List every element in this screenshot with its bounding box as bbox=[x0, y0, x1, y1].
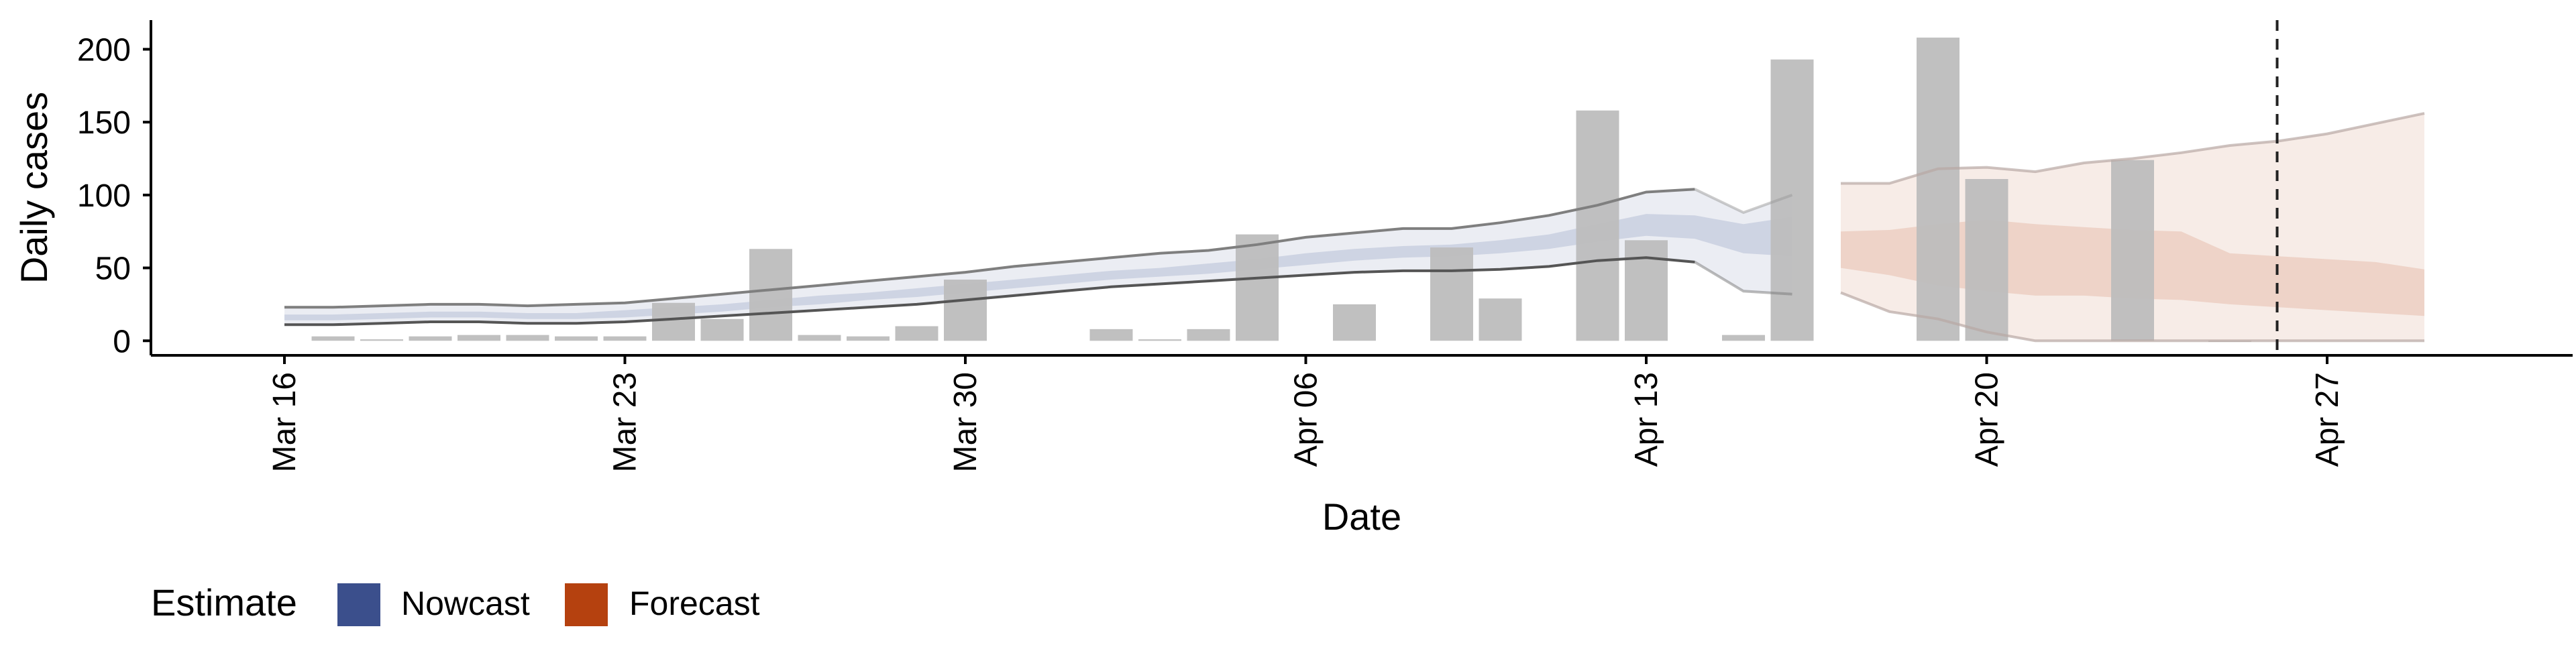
y-tick-label-100: 100 bbox=[77, 178, 131, 214]
y-axis-title: Daily cases bbox=[13, 92, 55, 284]
bar-2020-04-04 bbox=[1187, 329, 1230, 341]
legend-label-nowcast: Nowcast bbox=[401, 585, 530, 622]
bar-2020-03-17 bbox=[311, 336, 355, 341]
bar-2020-04-23 bbox=[2111, 160, 2154, 341]
x-tick-label-2: Mar 30 bbox=[948, 372, 983, 472]
legend-swatch-nowcast bbox=[337, 583, 380, 626]
bar-2020-03-18 bbox=[360, 339, 403, 341]
y-ticks: 0 50 100 150 200 bbox=[77, 32, 151, 359]
x-axis-title: Date bbox=[1322, 495, 1401, 538]
y-tick-label-0: 0 bbox=[113, 324, 131, 359]
legend-swatch-forecast bbox=[565, 583, 608, 626]
y-tick-label-50: 50 bbox=[95, 251, 131, 287]
forecast-upper-line bbox=[1841, 112, 2425, 185]
y-tick-label-200: 200 bbox=[77, 32, 131, 68]
bar-2020-04-07 bbox=[1333, 304, 1376, 341]
bar-2020-04-02 bbox=[1089, 329, 1133, 341]
nowcast-upper-line bbox=[284, 188, 1695, 309]
bar-2020-03-22 bbox=[555, 336, 598, 341]
bar-2020-03-19 bbox=[409, 336, 452, 341]
y-tick-label-150: 150 bbox=[77, 105, 131, 141]
legend-label-forecast: Forecast bbox=[629, 585, 760, 622]
bar-2020-03-26 bbox=[749, 249, 792, 341]
bar-2020-03-27 bbox=[798, 335, 841, 341]
bar-2020-04-19 bbox=[1917, 38, 1960, 341]
x-tick-label-0: Mar 16 bbox=[267, 372, 303, 472]
bar-2020-04-05 bbox=[1236, 234, 1279, 341]
nowcast-inner-band bbox=[284, 214, 1792, 320]
x-tick-label-1: Mar 23 bbox=[608, 372, 643, 472]
legend: Estimate Nowcast Forecast bbox=[151, 581, 760, 626]
daily-case-bars bbox=[311, 38, 2251, 342]
x-tick-label-3: Apr 06 bbox=[1289, 372, 1324, 467]
bar-2020-04-20 bbox=[1965, 179, 2008, 341]
bar-2020-04-12 bbox=[1576, 110, 1619, 341]
bar-2020-04-10 bbox=[1479, 298, 1522, 341]
bar-2020-03-24 bbox=[652, 302, 695, 341]
forecast-lower-line bbox=[1840, 291, 2424, 343]
axes bbox=[150, 20, 2573, 357]
bar-2020-03-25 bbox=[700, 318, 744, 341]
x-tick-label-5: Apr 20 bbox=[1970, 372, 2005, 467]
legend-title: Estimate bbox=[151, 581, 297, 624]
nowcast-lower-line-tail bbox=[1694, 261, 1792, 296]
bar-2020-04-03 bbox=[1138, 339, 1181, 341]
x-ticks: Mar 16 Mar 23 Mar 30 Apr 06 Apr 13 Apr 20 Apr … bbox=[267, 355, 2345, 472]
bar-2020-04-13 bbox=[1625, 240, 1668, 341]
x-tick-label-4: Apr 13 bbox=[1629, 372, 1664, 467]
bar-2020-04-15 bbox=[1722, 335, 1765, 341]
bar-2020-03-21 bbox=[506, 335, 549, 341]
bar-2020-03-28 bbox=[847, 336, 890, 341]
bar-2020-03-23 bbox=[603, 336, 647, 341]
nowcast-outer-band bbox=[284, 189, 1792, 325]
nowcast-upper-line-tail bbox=[1694, 188, 1793, 215]
nowcast-lower-line bbox=[284, 256, 1695, 327]
bar-2020-04-09 bbox=[1430, 247, 1473, 341]
bar-2020-03-29 bbox=[895, 326, 938, 341]
bar-2020-03-30 bbox=[944, 280, 987, 341]
interval-lines bbox=[284, 112, 2425, 343]
bar-2020-03-20 bbox=[458, 335, 500, 341]
x-tick-label-6: Apr 27 bbox=[2310, 372, 2345, 467]
